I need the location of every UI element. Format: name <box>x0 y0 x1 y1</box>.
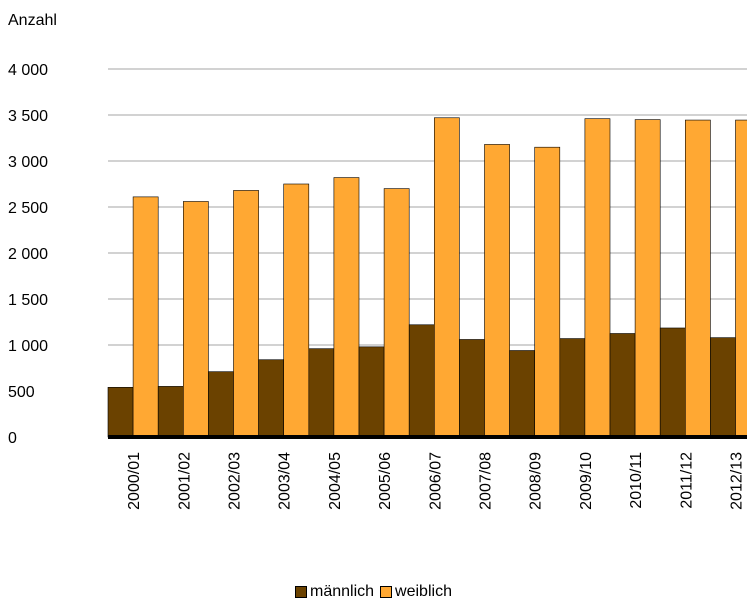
x-tick-label: 2002/03 <box>227 452 244 510</box>
x-tick-label: 2008/09 <box>528 452 545 510</box>
x-tick-label: 2010/11 <box>628 452 645 509</box>
bar-female <box>132 196 159 438</box>
x-tick-label: 2004/05 <box>327 452 344 510</box>
legend-label-male: männlich <box>310 583 375 600</box>
legend-item-male: männlich <box>295 583 374 601</box>
legend-swatch-male <box>295 586 308 598</box>
bar-male <box>358 346 385 438</box>
bar-male <box>609 333 636 438</box>
bars <box>107 117 747 438</box>
bar-male <box>459 339 485 438</box>
y-tick-label: 1 000 <box>8 338 48 355</box>
y-tick-label: 2 000 <box>8 246 48 263</box>
bar-female <box>283 183 310 438</box>
legend: männlich weiblich <box>0 583 747 601</box>
x-tick-label: 2006/07 <box>427 452 444 510</box>
bar-male <box>308 348 335 438</box>
bar-male <box>258 359 285 438</box>
legend-label-female: weiblich <box>395 583 452 600</box>
x-tick-label: 2000/01 <box>126 452 143 510</box>
y-axis-title: Anzahl <box>8 12 57 29</box>
bar-male <box>208 371 234 438</box>
y-tick-label: 1 500 <box>8 292 48 309</box>
legend-swatch-female <box>380 586 393 598</box>
bar-female <box>584 118 611 438</box>
x-tick-label: 2001/02 <box>176 452 193 510</box>
bar-male <box>107 387 134 438</box>
x-tick-label: 2007/08 <box>478 452 495 510</box>
bar-female <box>383 188 410 438</box>
x-tick-labels: 2000/01 2001/02 2002/03 2003/04 2004/05 2005/… <box>126 452 745 510</box>
y-tick-label: 3 500 <box>8 108 48 125</box>
y-tick-label: 3 000 <box>8 154 48 171</box>
y-tick-label: 500 <box>8 384 35 401</box>
x-tick-label: 2011/12 <box>678 452 695 509</box>
bar-female <box>684 119 711 438</box>
bar-male <box>157 386 184 438</box>
bar-female <box>183 201 209 438</box>
y-tick-labels: 0 500 1 000 1 500 2 000 2 500 3 000 3 500 4 000 <box>8 62 48 447</box>
bar-female <box>735 119 747 438</box>
bar-male <box>408 324 435 438</box>
bar-male <box>509 350 536 438</box>
x-tick-label: 2012/13 <box>729 452 746 510</box>
x-tick-label: 2005/06 <box>377 452 394 510</box>
bar-female <box>634 119 661 438</box>
y-tick-label: 0 <box>8 430 17 447</box>
legend-item-female: weiblich <box>380 583 452 601</box>
bar-male <box>559 338 586 438</box>
bar-female <box>534 146 561 438</box>
bar-female <box>333 177 360 438</box>
x-tick-label: 2009/10 <box>578 452 595 510</box>
x-tick-label: 2003/04 <box>277 452 294 510</box>
bar-female <box>484 144 510 438</box>
bar-male <box>659 327 686 438</box>
bar-female <box>433 117 460 438</box>
y-tick-label: 4 000 <box>8 62 48 79</box>
bar-female <box>233 190 259 438</box>
bar-male <box>710 337 736 438</box>
y-tick-label: 2 500 <box>8 200 48 217</box>
